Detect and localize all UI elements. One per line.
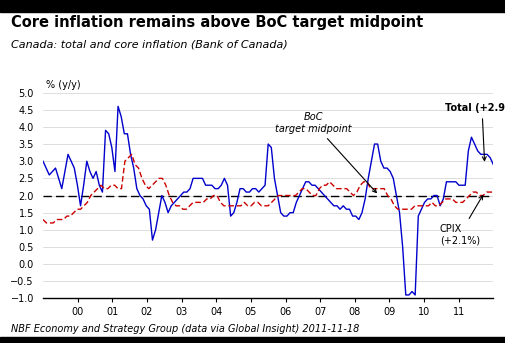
Text: Core inflation remains above BoC target midpoint: Core inflation remains above BoC target …: [11, 15, 423, 31]
Text: Total (+2.9%): Total (+2.9%): [444, 103, 505, 161]
Text: NBF Economy and Strategy Group (data via Global Insight) 2011-11-18: NBF Economy and Strategy Group (data via…: [11, 324, 359, 334]
Text: BoC
target midpoint: BoC target midpoint: [274, 112, 376, 192]
Text: Canada: total and core inflation (Bank of Canada): Canada: total and core inflation (Bank o…: [11, 39, 287, 49]
Text: % (y/y): % (y/y): [46, 80, 81, 90]
Text: CPIX
(+2.1%): CPIX (+2.1%): [439, 196, 482, 245]
